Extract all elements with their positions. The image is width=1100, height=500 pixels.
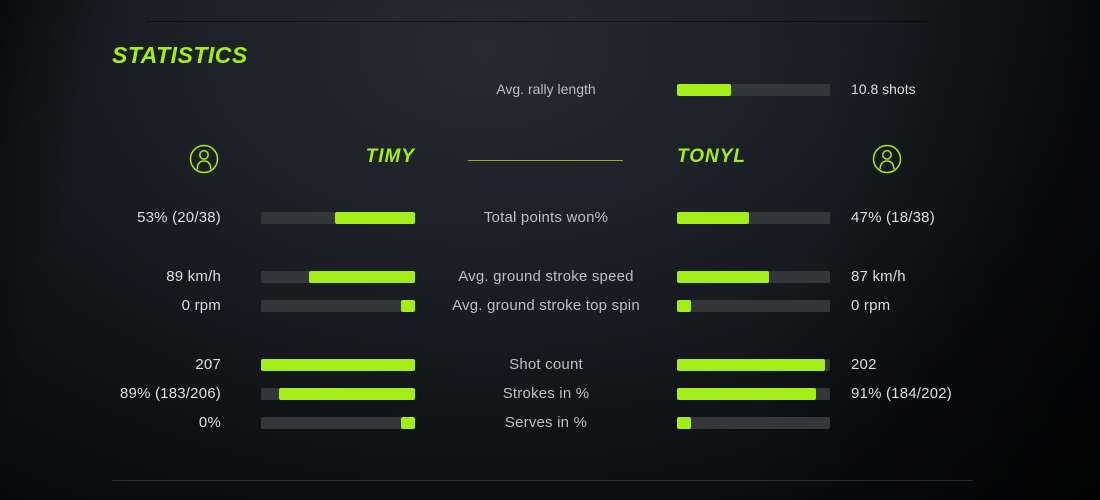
right-player-bar (677, 417, 830, 429)
rally-length-label: Avg. rally length (496, 81, 596, 97)
right-player-bar-fill (677, 417, 691, 429)
left-player-bar (261, 300, 415, 312)
right-player-bar (677, 359, 830, 371)
left-player-bar (261, 212, 415, 224)
left-player-bar-fill (261, 359, 415, 371)
left-player-value: 0 rpm (181, 297, 221, 314)
rally-length-bar-fill (677, 84, 731, 96)
stat-row: 89% (183/206) Strokes in % 91% (184/202) (0, 384, 1100, 404)
stat-row: 89 km/h Avg. ground stroke speed 87 km/h (0, 267, 1100, 287)
right-player-value: 91% (184/202) (851, 385, 953, 402)
players-divider (468, 160, 623, 161)
left-player-bar-fill (334, 212, 415, 224)
user-icon (872, 144, 902, 179)
left-player-bar-fill (401, 417, 415, 429)
left-player-bar (261, 359, 415, 371)
left-player-value: 207 (195, 356, 221, 373)
stat-label: Serves in % (504, 414, 588, 431)
stat-label: Avg. ground stroke top spin (452, 297, 640, 314)
stat-label: Avg. ground stroke speed (458, 268, 634, 285)
stat-row: 0% Serves in % (0, 413, 1100, 433)
bottom-divider (112, 480, 973, 481)
right-player-value: 202 (851, 356, 877, 373)
left-player-bar (261, 271, 415, 283)
right-player-bar-fill (677, 212, 749, 224)
left-player-bar (261, 388, 415, 400)
right-player-value: 0 rpm (851, 297, 891, 314)
stat-label: Total points won% (483, 209, 609, 226)
stat-row: 207 Shot count 202 (0, 355, 1100, 375)
user-icon (189, 144, 219, 179)
stat-label: Shot count (509, 356, 583, 373)
right-player-bar-fill (677, 359, 826, 371)
left-player-bar (261, 417, 415, 429)
left-player-bar-fill (279, 388, 415, 400)
stat-row: 0 rpm Avg. ground stroke top spin 0 rpm (0, 296, 1100, 316)
page-title: STATISTICS (112, 42, 248, 68)
stat-label: Strokes in % (502, 385, 590, 402)
left-player-value: 89 km/h (166, 268, 221, 285)
stat-row: 53% (20/38) Total points won% 47% (18/38… (0, 208, 1100, 228)
left-player-value: 0% (198, 414, 221, 431)
left-player-value: 53% (20/38) (137, 209, 221, 226)
left-player-value: 89% (183/206) (119, 385, 221, 402)
right-player-bar (677, 388, 830, 400)
right-player-bar (677, 271, 830, 283)
right-player-bar (677, 212, 830, 224)
left-player-bar-fill (401, 300, 415, 312)
right-player-bar-fill (677, 271, 769, 283)
right-player-bar (677, 300, 830, 312)
right-player-value: 87 km/h (851, 268, 906, 285)
right-player-value: 47% (18/38) (851, 209, 935, 226)
right-player-bar-fill (677, 388, 817, 400)
rally-length-bar (677, 84, 830, 96)
top-divider (146, 21, 930, 22)
player-left-name: TIMY (365, 146, 415, 167)
rally-length-value: 10.8 shots (851, 81, 916, 97)
player-right-name: TONYL (677, 146, 747, 167)
left-player-bar-fill (308, 271, 415, 283)
right-player-bar-fill (677, 300, 691, 312)
